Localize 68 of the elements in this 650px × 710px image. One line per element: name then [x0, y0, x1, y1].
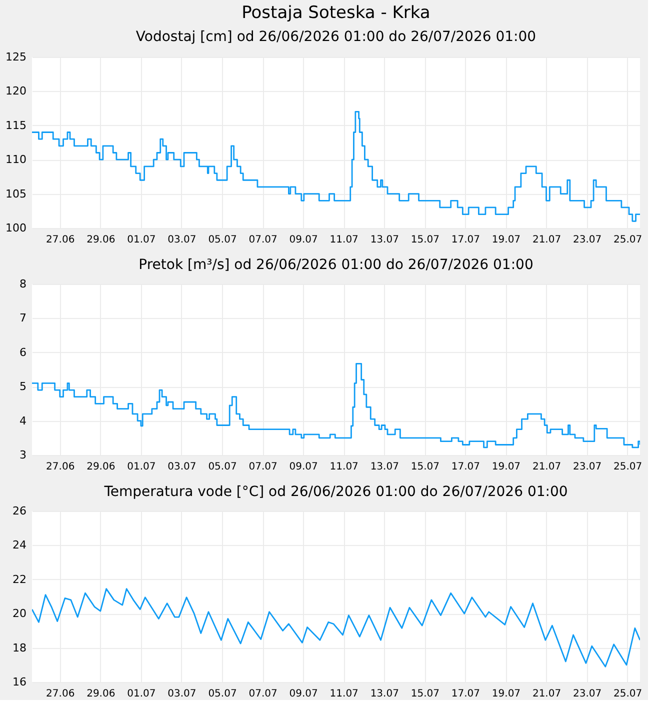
- y-tick-label: 5: [20, 380, 26, 394]
- x-tick-label: 23.07: [572, 234, 602, 246]
- y-tick-label: 4: [20, 414, 26, 428]
- x-tick-label: 27.06: [46, 462, 75, 472]
- y-tick-label: 7: [20, 312, 26, 325]
- x-tick-label: 29.06: [86, 462, 116, 472]
- x-tick-label: 29.06: [86, 688, 116, 700]
- x-tick-label: 25.07: [614, 688, 642, 700]
- x-tick-label: 21.07: [532, 462, 562, 472]
- x-tick-label: 11.07: [330, 688, 358, 700]
- y-tick-label: 16: [12, 676, 26, 688]
- x-tick-label: 01.07: [127, 688, 156, 700]
- x-tick-label: 19.07: [492, 462, 521, 472]
- y-tick-label: 105: [6, 187, 26, 200]
- x-tick-label: 03.07: [168, 234, 196, 246]
- x-tick-label: 11.07: [330, 234, 358, 246]
- x-tick-label: 09.07: [289, 234, 318, 246]
- x-tick-label: 19.07: [492, 234, 521, 246]
- x-tick-label: 05.07: [208, 688, 237, 700]
- y-tick-label: 20: [12, 607, 26, 620]
- x-tick-label: 07.07: [248, 462, 278, 472]
- y-tick-label: 22: [12, 572, 26, 586]
- y-tick-label: 18: [12, 641, 26, 654]
- x-tick-label: 17.07: [451, 688, 480, 700]
- chart-subtitle: Vodostaj [cm] od 26/06/2026 01:00 do 26/07/2026 01:00: [136, 29, 536, 45]
- x-tick-label: 25.07: [614, 462, 642, 472]
- x-tick-label: 07.07: [248, 688, 278, 700]
- chart-title: Postaja Soteska - Krka: [242, 3, 430, 23]
- x-tick-label: 23.07: [572, 462, 602, 472]
- x-tick-label: 27.06: [46, 688, 75, 700]
- x-tick-label: 15.07: [410, 234, 440, 246]
- y-tick-label: 120: [6, 84, 26, 98]
- x-tick-label: 23.07: [572, 688, 602, 700]
- x-tick-label: 19.07: [492, 688, 521, 700]
- y-tick-label: 125: [6, 50, 26, 64]
- y-tick-label: 26: [12, 504, 26, 518]
- x-tick-label: 05.07: [208, 234, 237, 246]
- x-tick-label: 13.07: [370, 462, 399, 472]
- y-tick-label: 115: [6, 118, 26, 132]
- x-tick-label: 15.07: [410, 688, 440, 700]
- x-tick-label: 13.07: [370, 234, 399, 246]
- x-tick-label: 01.07: [127, 234, 156, 246]
- x-tick-label: 09.07: [289, 462, 318, 472]
- x-tick-label: 15.07: [410, 462, 440, 472]
- y-tick-label: 24: [12, 538, 26, 552]
- x-tick-label: 17.07: [451, 462, 480, 472]
- x-tick-label: 01.07: [127, 462, 156, 472]
- chart-title: Pretok [m³/s] od 26/06/2026 01:00 do 26/07/2026 01:00: [138, 257, 534, 273]
- x-tick-label: 09.07: [289, 688, 318, 700]
- y-tick-label: 6: [20, 346, 26, 359]
- line-series: [32, 588, 640, 668]
- x-tick-label: 11.07: [330, 462, 358, 472]
- x-tick-label: 07.07: [248, 234, 278, 246]
- y-tick-label: 8: [20, 278, 26, 290]
- x-tick-label: 21.07: [532, 688, 562, 700]
- y-tick-label: 100: [6, 222, 26, 234]
- x-tick-label: 21.07: [532, 234, 562, 246]
- y-tick-label: 110: [6, 153, 26, 166]
- y-tick-label: 3: [20, 448, 26, 462]
- x-tick-label: 13.07: [370, 688, 399, 700]
- x-tick-label: 17.07: [451, 234, 480, 246]
- x-tick-label: 03.07: [168, 462, 196, 472]
- chart-title: Temperatura vode [°C] od 26/06/2026 01:00 do 26/07/2026 01:00: [103, 484, 568, 500]
- x-tick-label: 03.07: [168, 688, 196, 700]
- x-tick-label: 25.07: [614, 234, 642, 246]
- x-tick-label: 27.06: [46, 234, 75, 246]
- x-tick-label: 05.07: [208, 462, 237, 472]
- x-tick-label: 29.06: [86, 234, 116, 246]
